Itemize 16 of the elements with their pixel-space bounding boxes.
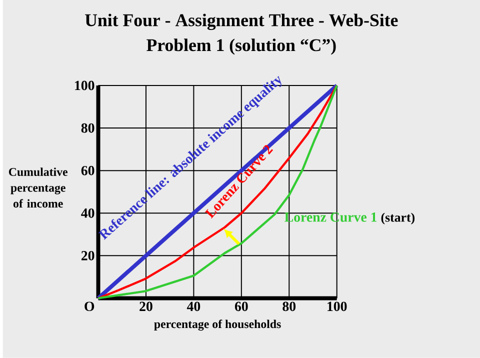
y-tick-label: 100 xyxy=(75,80,94,90)
text: (start) xyxy=(381,212,415,224)
y-tick-label: 40 xyxy=(81,208,94,218)
annotation: O xyxy=(84,302,94,312)
x-axis-title: percentage of households xyxy=(154,320,281,331)
chart-subtitle: Problem 1 (solution “C”) xyxy=(146,38,336,55)
y-axis-title: Cumulative percentage of income xyxy=(8,168,68,208)
x-tick-label: 20 xyxy=(140,302,152,312)
x-tick-label: 80 xyxy=(282,302,296,312)
x-tick-label: 60 xyxy=(234,302,248,312)
chart-title: Unit Four - Assignment Three - Web-Site xyxy=(85,14,398,30)
y-tick-label: 80 xyxy=(81,123,94,133)
y-tick-label: 60 xyxy=(81,166,94,176)
y-tick-label: 20 xyxy=(81,251,94,260)
x-tick-label: 100 xyxy=(328,302,347,312)
x-tick-label: 40 xyxy=(186,302,200,312)
